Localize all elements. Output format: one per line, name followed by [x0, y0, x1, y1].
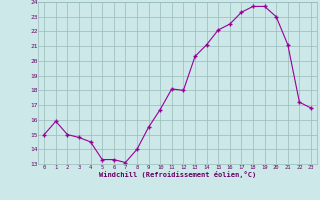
X-axis label: Windchill (Refroidissement éolien,°C): Windchill (Refroidissement éolien,°C)	[99, 171, 256, 178]
